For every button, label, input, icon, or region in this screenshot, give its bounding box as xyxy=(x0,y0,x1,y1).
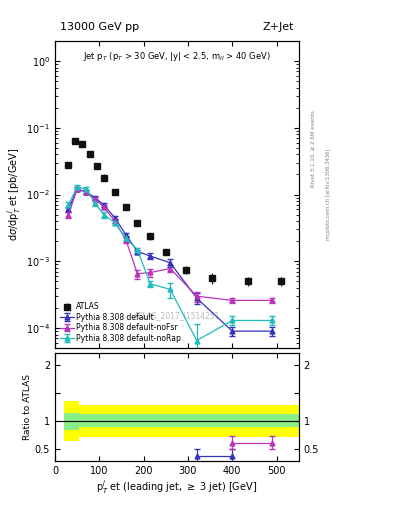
Text: Jet p$_T$ (p$_T$ > 30 GeV, |y| < 2.5, m$_{ll}$ > 40 GeV): Jet p$_T$ (p$_T$ > 30 GeV, |y| < 2.5, m$… xyxy=(83,50,271,63)
Text: Rivet 3.1.10, ≥ 2.6M events: Rivet 3.1.10, ≥ 2.6M events xyxy=(310,110,316,187)
Y-axis label: Ratio to ATLAS: Ratio to ATLAS xyxy=(23,374,32,440)
Y-axis label: d$\sigma$/dp$_T^j$ et [pb/GeV]: d$\sigma$/dp$_T^j$ et [pb/GeV] xyxy=(6,148,23,241)
X-axis label: p$_T^j$ et (leading jet, $\geq$ 3 jet) [GeV]: p$_T^j$ et (leading jet, $\geq$ 3 jet) [… xyxy=(96,478,257,496)
Text: Z+Jet: Z+Jet xyxy=(262,22,294,32)
Legend: ATLAS, Pythia 8.308 default, Pythia 8.308 default-noFsr, Pythia 8.308 default-no: ATLAS, Pythia 8.308 default, Pythia 8.30… xyxy=(59,301,183,345)
Text: ATLAS_2017_I1514251: ATLAS_2017_I1514251 xyxy=(134,311,220,321)
Text: 13000 GeV pp: 13000 GeV pp xyxy=(60,22,139,32)
Text: mcplots.cern.ch [arXiv:1306.3436]: mcplots.cern.ch [arXiv:1306.3436] xyxy=(326,149,331,240)
